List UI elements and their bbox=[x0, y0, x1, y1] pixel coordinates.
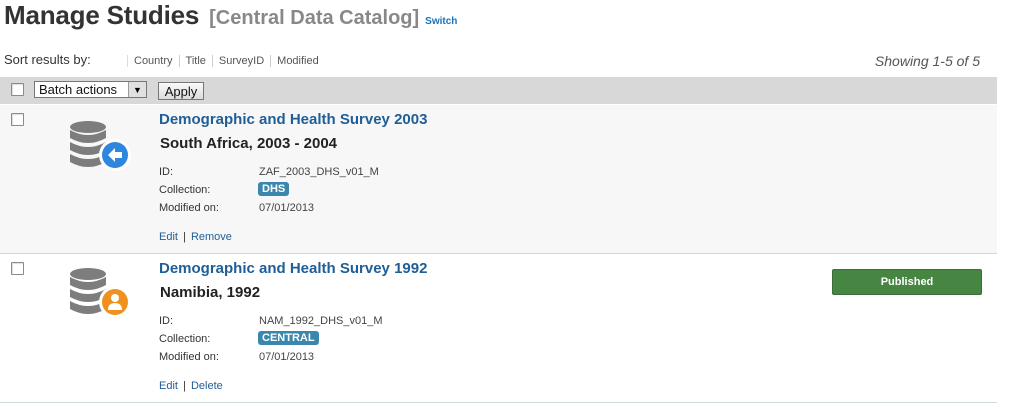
apply-button[interactable]: Apply bbox=[158, 82, 204, 100]
switch-catalog-link[interactable]: Switch bbox=[425, 16, 458, 27]
select-all-checkbox[interactable] bbox=[11, 83, 24, 96]
chevron-down-icon: ▼ bbox=[128, 82, 146, 97]
study-country: Namibia, 1992 bbox=[160, 284, 261, 301]
remove-link[interactable]: Remove bbox=[190, 231, 232, 243]
study-actions: Edit | Remove bbox=[159, 231, 232, 243]
collection-badge: CENTRAL bbox=[258, 331, 319, 345]
modified-label: Modified on: bbox=[159, 202, 219, 214]
sort-by-surveyid[interactable]: SurveyID bbox=[211, 55, 270, 67]
collection-label: Collection: bbox=[159, 333, 211, 345]
edit-link[interactable]: Edit bbox=[159, 231, 178, 243]
sort-bar: Sort results by: Country Title SurveyID … bbox=[0, 50, 1000, 72]
page-header: Manage Studies [Central Data Catalog] Sw… bbox=[4, 0, 457, 36]
published-status-button[interactable]: Published bbox=[832, 269, 982, 295]
study-id: NAM_1992_DHS_v01_M bbox=[259, 315, 383, 327]
modified-date: 07/01/2013 bbox=[259, 202, 315, 214]
collection-label: Collection: bbox=[159, 184, 211, 196]
action-separator: | bbox=[183, 231, 186, 243]
results-count: Showing 1-5 of 5 bbox=[874, 53, 980, 69]
edit-link[interactable]: Edit bbox=[159, 380, 178, 392]
sort-by-modified[interactable]: Modified bbox=[270, 55, 325, 67]
study-row: Demographic and Health Survey 2003 South… bbox=[0, 105, 997, 254]
study-country: South Africa, 2003 - 2004 bbox=[160, 135, 338, 152]
sort-options: Country Title SurveyID Modified bbox=[127, 55, 325, 67]
study-row: Demographic and Health Survey 1992 Namib… bbox=[0, 254, 997, 403]
delete-link[interactable]: Delete bbox=[190, 380, 223, 392]
batch-actions-select[interactable]: Batch actions ▼ bbox=[34, 81, 147, 98]
action-separator: | bbox=[183, 380, 186, 392]
study-checkbox[interactable] bbox=[11, 113, 24, 126]
study-title-link[interactable]: Demographic and Health Survey 1992 bbox=[159, 260, 428, 277]
collection-badge: DHS bbox=[258, 182, 290, 196]
modified-date: 07/01/2013 bbox=[259, 351, 315, 363]
id-label: ID: bbox=[159, 166, 174, 178]
sort-by-title[interactable]: Title bbox=[178, 55, 212, 67]
sort-label: Sort results by: bbox=[4, 52, 91, 67]
sort-by-country[interactable]: Country bbox=[127, 55, 179, 67]
catalog-name: [Central Data Catalog] bbox=[209, 7, 420, 29]
database-harvested-icon bbox=[70, 121, 131, 171]
database-owner-icon bbox=[70, 268, 131, 318]
study-checkbox[interactable] bbox=[11, 262, 24, 275]
id-label: ID: bbox=[159, 315, 174, 327]
batch-actions-bar: Batch actions ▼ Apply bbox=[0, 77, 997, 104]
study-id: ZAF_2003_DHS_v01_M bbox=[259, 166, 379, 178]
study-title-link[interactable]: Demographic and Health Survey 2003 bbox=[159, 111, 428, 128]
study-actions: Edit | Delete bbox=[159, 380, 223, 392]
batch-actions-value: Batch actions bbox=[39, 82, 118, 97]
page-title: Manage Studies bbox=[4, 0, 200, 30]
modified-label: Modified on: bbox=[159, 351, 219, 363]
